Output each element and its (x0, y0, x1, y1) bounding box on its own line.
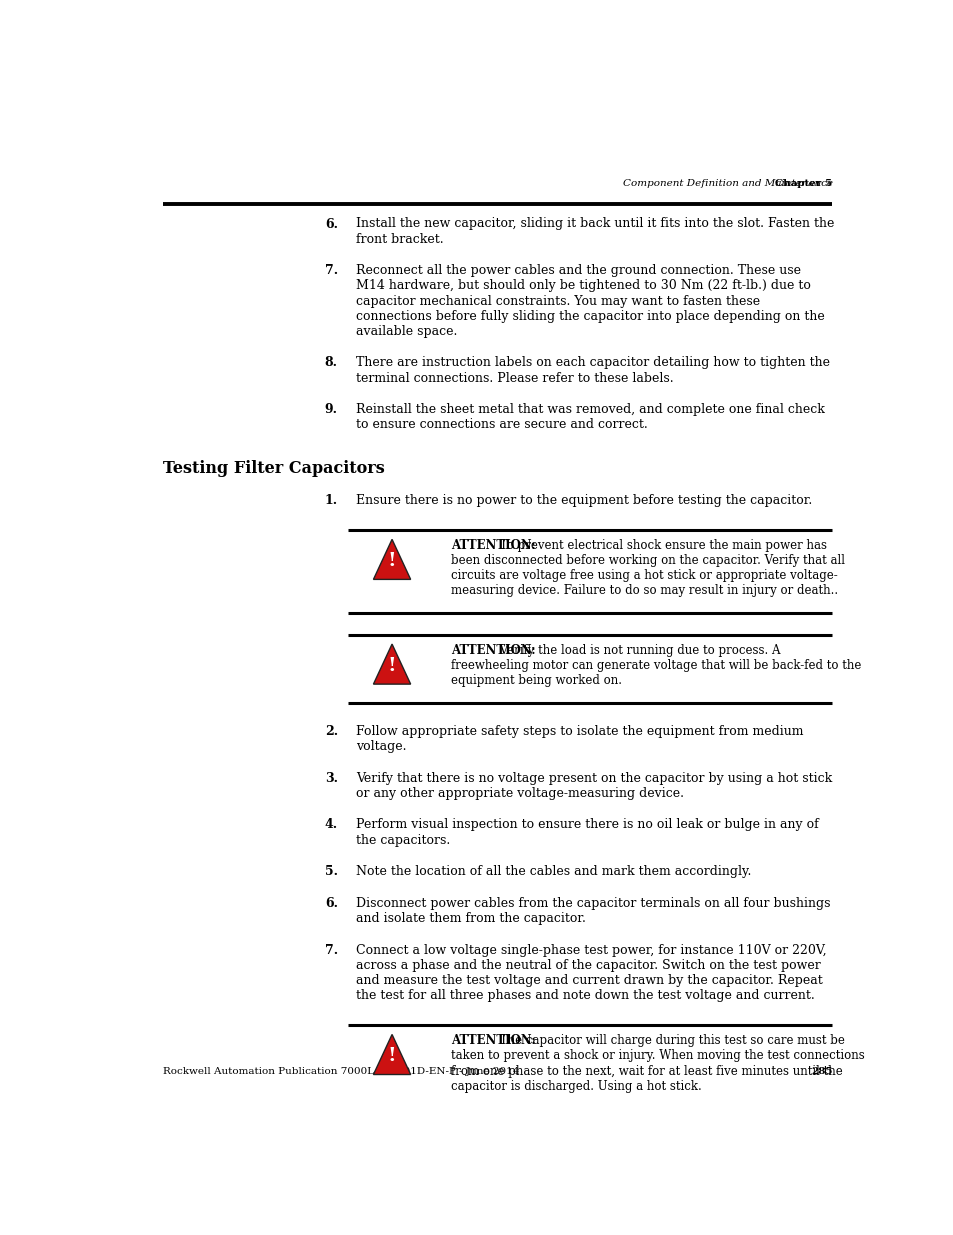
Text: Follow appropriate safety steps to isolate the equipment from medium: Follow appropriate safety steps to isola… (355, 725, 802, 737)
Text: freewheeling motor can generate voltage that will be back-fed to the: freewheeling motor can generate voltage … (451, 659, 861, 672)
Text: !: ! (387, 1047, 395, 1066)
Text: 285: 285 (810, 1067, 831, 1076)
Text: the capacitors.: the capacitors. (355, 834, 450, 846)
Text: 1.: 1. (324, 494, 337, 508)
Text: Rockwell Automation Publication 7000L-UM301D-EN-P - June 2014: Rockwell Automation Publication 7000L-UM… (162, 1067, 518, 1076)
Text: 8.: 8. (324, 357, 337, 369)
Text: or any other appropriate voltage-measuring device.: or any other appropriate voltage-measuri… (355, 787, 683, 799)
Text: capacitor mechanical constraints. You may want to fasten these: capacitor mechanical constraints. You ma… (355, 294, 759, 308)
Text: 9.: 9. (324, 404, 337, 416)
Text: The capacitor will charge during this test so care must be: The capacitor will charge during this te… (496, 1035, 843, 1047)
Text: taken to prevent a shock or injury. When moving the test connections: taken to prevent a shock or injury. When… (451, 1050, 863, 1062)
Text: circuits are voltage free using a hot stick or appropriate voltage-: circuits are voltage free using a hot st… (451, 569, 837, 583)
Text: been disconnected before working on the capacitor. Verify that all: been disconnected before working on the … (451, 555, 844, 567)
Text: available space.: available space. (355, 325, 456, 337)
Text: Reinstall the sheet metal that was removed, and complete one final check: Reinstall the sheet metal that was remov… (355, 404, 823, 416)
Text: measuring device. Failure to do so may result in injury or death..: measuring device. Failure to do so may r… (451, 584, 837, 598)
Text: Note the location of all the cables and mark them accordingly.: Note the location of all the cables and … (355, 866, 750, 878)
Text: Connect a low voltage single-phase test power, for instance 110V or 220V,: Connect a low voltage single-phase test … (355, 945, 825, 957)
Text: !: ! (387, 552, 395, 571)
Text: Component Definition and Maintenance: Component Definition and Maintenance (622, 179, 832, 188)
Text: Verify the load is not running due to process. A: Verify the load is not running due to pr… (496, 645, 780, 657)
Text: connections before fully sliding the capacitor into place depending on the: connections before fully sliding the cap… (355, 310, 823, 322)
Text: Disconnect power cables from the capacitor terminals on all four bushings: Disconnect power cables from the capacit… (355, 898, 829, 910)
Text: Verify that there is no voltage present on the capacitor by using a hot stick: Verify that there is no voltage present … (355, 772, 831, 784)
Text: voltage.: voltage. (355, 740, 406, 752)
Text: 7.: 7. (324, 945, 337, 957)
Text: 3.: 3. (324, 772, 337, 784)
Polygon shape (373, 540, 410, 579)
Text: and isolate them from the capacitor.: and isolate them from the capacitor. (355, 913, 585, 925)
Text: ATTENTION:: ATTENTION: (451, 1035, 535, 1047)
Text: Chapter 5: Chapter 5 (774, 179, 831, 188)
Text: Install the new capacitor, sliding it back until it fits into the slot. Fasten t: Install the new capacitor, sliding it ba… (355, 217, 833, 231)
Text: M14 hardware, but should only be tightened to 30 Nm (22 ft-lb.) due to: M14 hardware, but should only be tighten… (355, 279, 810, 293)
Text: and measure the test voltage and current drawn by the capacitor. Repeat: and measure the test voltage and current… (355, 974, 821, 988)
Text: There are instruction labels on each capacitor detailing how to tighten the: There are instruction labels on each cap… (355, 357, 829, 369)
Text: to ensure connections are secure and correct.: to ensure connections are secure and cor… (355, 419, 647, 431)
Text: terminal connections. Please refer to these labels.: terminal connections. Please refer to th… (355, 372, 673, 384)
Text: Perform visual inspection to ensure there is no oil leak or bulge in any of: Perform visual inspection to ensure ther… (355, 819, 818, 831)
Polygon shape (373, 645, 410, 684)
Text: across a phase and the neutral of the capacitor. Switch on the test power: across a phase and the neutral of the ca… (355, 960, 820, 972)
Text: from one phase to the next, wait for at least five minutes until the: from one phase to the next, wait for at … (451, 1065, 841, 1077)
Text: Reconnect all the power cables and the ground connection. These use: Reconnect all the power cables and the g… (355, 264, 800, 278)
Text: Ensure there is no power to the equipment before testing the capacitor.: Ensure there is no power to the equipmen… (355, 494, 811, 508)
Text: 2.: 2. (324, 725, 337, 737)
Text: 4.: 4. (324, 819, 337, 831)
Text: equipment being worked on.: equipment being worked on. (451, 674, 621, 687)
Text: capacitor is discharged. Using a hot stick.: capacitor is discharged. Using a hot sti… (451, 1079, 701, 1093)
Text: 5.: 5. (324, 866, 337, 878)
Polygon shape (373, 1035, 410, 1074)
Text: front bracket.: front bracket. (355, 232, 443, 246)
Text: ATTENTION:: ATTENTION: (451, 540, 535, 552)
Text: 7.: 7. (324, 264, 337, 278)
Text: 6.: 6. (324, 217, 337, 231)
Text: the test for all three phases and note down the test voltage and current.: the test for all three phases and note d… (355, 989, 814, 1003)
Text: To prevent electrical shock ensure the main power has: To prevent electrical shock ensure the m… (496, 540, 826, 552)
Text: 6.: 6. (324, 898, 337, 910)
Text: !: ! (387, 657, 395, 676)
Text: Testing Filter Capacitors: Testing Filter Capacitors (162, 459, 384, 477)
Text: ATTENTION:: ATTENTION: (451, 645, 535, 657)
